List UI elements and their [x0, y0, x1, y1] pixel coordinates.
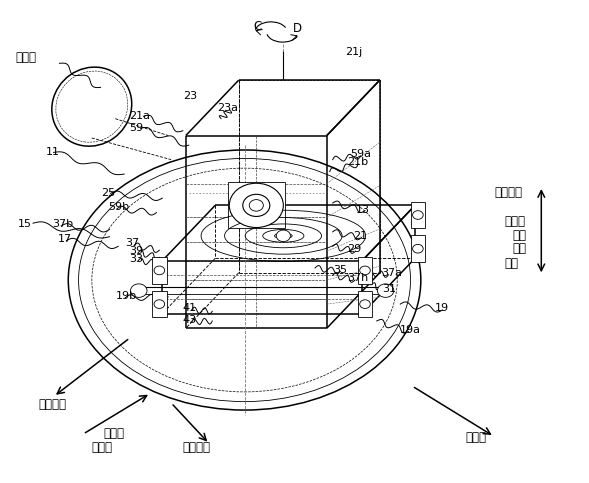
- Text: 23a: 23a: [217, 103, 238, 114]
- Text: 43: 43: [183, 315, 197, 326]
- Text: 方向: 方向: [512, 242, 526, 255]
- Circle shape: [276, 230, 290, 242]
- Text: 37: 37: [125, 238, 140, 248]
- Text: （右）: （右）: [505, 214, 526, 227]
- Text: 横方向: 横方向: [465, 431, 486, 444]
- Ellipse shape: [52, 67, 132, 146]
- Text: 21b: 21b: [348, 157, 369, 168]
- Circle shape: [360, 300, 370, 309]
- Text: 31: 31: [383, 284, 396, 294]
- Text: 被写体: 被写体: [15, 51, 37, 64]
- Text: 29: 29: [348, 244, 362, 254]
- Circle shape: [243, 194, 270, 216]
- Circle shape: [413, 244, 423, 253]
- Bar: [411, 236, 425, 262]
- Text: D: D: [293, 22, 302, 35]
- Text: 35: 35: [333, 265, 347, 275]
- Text: 41: 41: [183, 303, 197, 313]
- Text: 59b: 59b: [108, 202, 130, 212]
- Text: 59: 59: [129, 123, 143, 133]
- Text: 21j: 21j: [346, 47, 363, 57]
- Text: 39: 39: [129, 245, 143, 256]
- Bar: [228, 182, 284, 228]
- Circle shape: [234, 187, 279, 224]
- Text: 17: 17: [58, 233, 72, 243]
- Circle shape: [249, 199, 263, 211]
- Text: 腕側: 腕側: [505, 256, 519, 270]
- Text: 被写体側: 被写体側: [39, 398, 67, 411]
- Text: 使用者側: 使用者側: [183, 441, 211, 454]
- Bar: [411, 202, 425, 228]
- Circle shape: [249, 199, 263, 211]
- Bar: [358, 291, 372, 317]
- Text: 19a: 19a: [401, 325, 421, 335]
- Text: 縦方向: 縦方向: [92, 441, 112, 454]
- Circle shape: [229, 183, 283, 227]
- Circle shape: [378, 284, 394, 298]
- Text: 19: 19: [434, 303, 448, 313]
- Text: C: C: [253, 20, 262, 32]
- Text: 腕外方側: 腕外方側: [494, 186, 522, 199]
- Circle shape: [131, 284, 147, 298]
- Text: 37a: 37a: [382, 268, 402, 278]
- Text: 11: 11: [46, 147, 60, 157]
- Text: 59a: 59a: [350, 149, 370, 159]
- Text: 13: 13: [356, 205, 370, 214]
- Text: 15: 15: [18, 219, 32, 229]
- Text: 37h: 37h: [348, 273, 369, 283]
- Text: 23: 23: [183, 91, 197, 101]
- Bar: [152, 291, 167, 317]
- Bar: [152, 257, 167, 284]
- Text: 厚さ: 厚さ: [512, 229, 526, 242]
- Circle shape: [413, 211, 423, 219]
- Text: 25: 25: [101, 188, 115, 198]
- Text: （左）: （左）: [104, 426, 124, 440]
- Text: 21a: 21a: [129, 111, 150, 121]
- Text: 37b: 37b: [52, 219, 74, 229]
- Circle shape: [154, 300, 165, 309]
- Circle shape: [154, 266, 165, 275]
- Text: 33: 33: [129, 254, 143, 264]
- Text: 21: 21: [353, 231, 368, 241]
- Text: 19b: 19b: [116, 291, 137, 301]
- Circle shape: [360, 266, 370, 275]
- Bar: [358, 257, 372, 284]
- Circle shape: [243, 194, 270, 216]
